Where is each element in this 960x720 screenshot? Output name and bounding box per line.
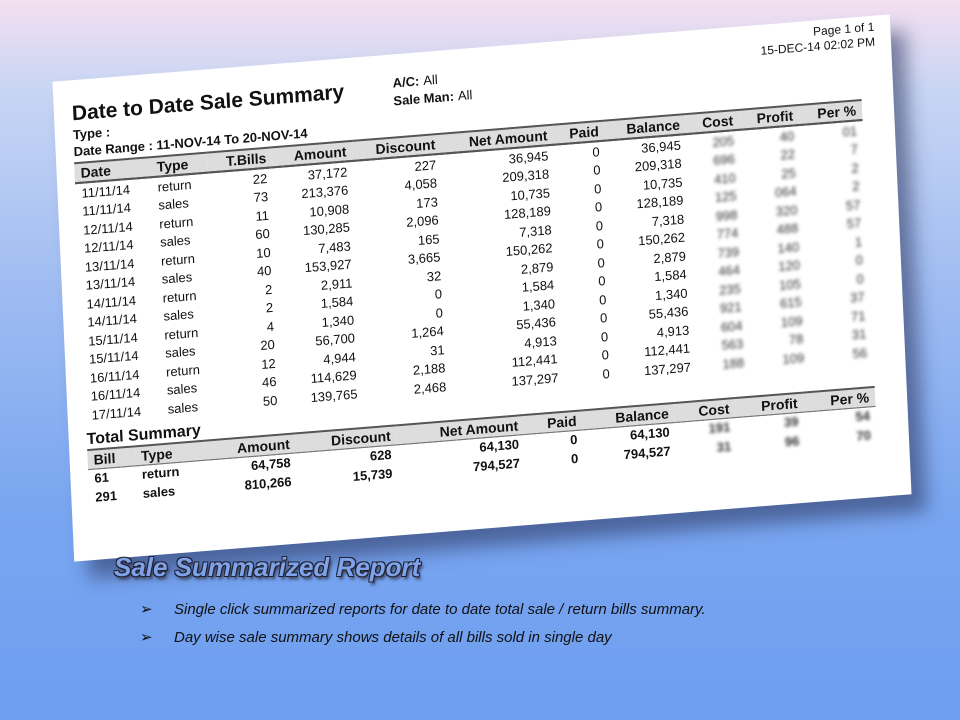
ac-value: All bbox=[422, 71, 439, 89]
cell: 56 bbox=[852, 345, 868, 362]
cell: 291 bbox=[94, 487, 118, 505]
cell: 109 bbox=[782, 350, 805, 367]
saleman-label: Sale Man: bbox=[393, 88, 455, 109]
ac-label: A/C: bbox=[392, 73, 420, 91]
bullet-list: Single click summarized reports for date… bbox=[140, 596, 706, 652]
report-image: Page 1 of 1 15-DEC-14 02:02 PM Date to D… bbox=[52, 14, 912, 562]
bullet-item: Day wise sale summary shows details of a… bbox=[140, 624, 706, 652]
cell: 50 bbox=[262, 392, 278, 409]
slide-caption: Sale Summarized Report bbox=[114, 552, 421, 582]
cell: 0 bbox=[602, 365, 611, 382]
cell: 188 bbox=[722, 354, 745, 372]
cell: 31 bbox=[716, 438, 732, 455]
saleman-value: All bbox=[457, 87, 473, 104]
cell: 96 bbox=[784, 432, 800, 449]
bullet-item: Single click summarized reports for date… bbox=[140, 596, 706, 624]
cell: 0 bbox=[570, 450, 579, 467]
filters: A/C: All Sale Man: All bbox=[392, 68, 473, 110]
cell: sales bbox=[167, 398, 199, 417]
